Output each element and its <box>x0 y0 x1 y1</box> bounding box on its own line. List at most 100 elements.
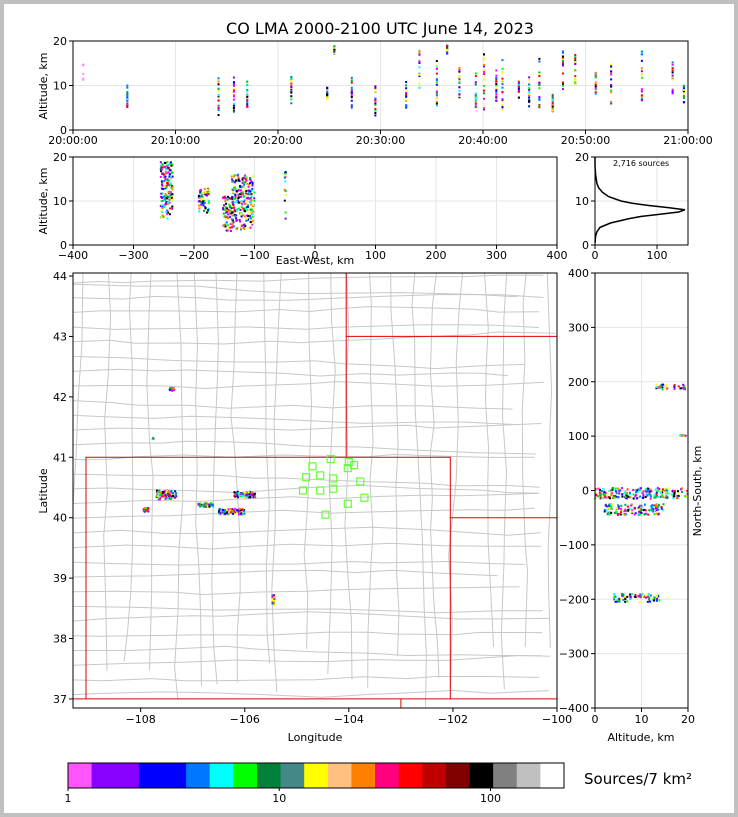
ew-altitude-source <box>161 183 164 186</box>
altitude-ns-source <box>603 494 606 497</box>
plan-view-source <box>250 495 253 498</box>
altitude-histogram-panel: 2,716 sources 0 100 0 10 20 <box>575 151 689 262</box>
altitude-ns-source <box>624 600 627 603</box>
time-altitude-xtick-label: 20:20:00 <box>253 134 302 147</box>
time-altitude-source <box>350 96 353 99</box>
time-altitude-flash <box>126 84 129 109</box>
time-altitude-source <box>483 63 486 66</box>
time-altitude-source <box>594 81 597 84</box>
ew-altitude-source <box>243 227 246 230</box>
ew-altitude-source <box>226 211 229 214</box>
plan-view-axes-frame <box>72 272 558 709</box>
altitude-ns-source <box>609 505 612 508</box>
plan-view-source <box>237 509 240 512</box>
ew-altitude-source <box>234 188 237 191</box>
ew-altitude-source <box>165 171 168 174</box>
time-altitude-source <box>126 86 129 89</box>
county-border <box>411 273 427 707</box>
ew-altitude-source <box>169 176 172 179</box>
plan-view-source <box>229 507 232 510</box>
altitude-ns-source <box>602 497 605 500</box>
ew-altitude-source <box>160 216 163 219</box>
ew-altitude-xtick-label: −200 <box>179 249 209 262</box>
altitude-ns-source <box>615 490 618 493</box>
plan-view-source-patch <box>142 507 150 513</box>
ew-altitude-source <box>170 194 173 197</box>
time-altitude-source <box>538 71 541 74</box>
altitude-ns-source <box>615 509 618 512</box>
plan-view-panel: −108 −106 −104 −102 −100 37 38 39 40 41 42 43 44 Lat… <box>37 270 572 744</box>
altitude-ns-source <box>651 504 654 507</box>
lma-station <box>302 473 311 482</box>
altitude-ns-source <box>625 492 628 495</box>
ew-altitude-source <box>206 199 209 202</box>
time-altitude-source <box>483 92 486 95</box>
altitude-ns-source <box>639 593 642 596</box>
ew-altitude-source <box>202 192 205 195</box>
time-altitude-source <box>350 79 353 82</box>
ew-altitude-source <box>231 201 234 204</box>
time-altitude-source <box>561 72 564 75</box>
altitude-ns-source <box>666 487 669 490</box>
time-altitude-source <box>333 50 336 53</box>
ew-altitude-source <box>161 205 164 208</box>
plan-view-source <box>236 490 239 493</box>
plan-view-source <box>219 513 222 516</box>
time-altitude-source <box>474 72 477 75</box>
time-altitude-source <box>333 46 336 49</box>
plan-view-source <box>147 510 150 513</box>
altitude-ns-source <box>626 505 629 508</box>
plan-view-source <box>244 494 247 497</box>
altitude-ns-source <box>655 599 658 602</box>
time-altitude-source <box>333 52 336 55</box>
plan-view-source <box>143 507 146 510</box>
time-altitude-source <box>574 83 577 86</box>
time-altitude-source <box>671 63 674 66</box>
time-altitude-flash <box>574 53 577 86</box>
time-altitude-source <box>682 89 685 92</box>
altitude-ns-source <box>650 490 653 493</box>
ew-altitude-source <box>170 162 173 165</box>
time-altitude-source <box>232 107 235 110</box>
ew-altitude-source <box>245 197 248 200</box>
ew-altitude-source <box>165 186 168 189</box>
altitude-ns-source <box>686 496 689 499</box>
altitude-ns-source <box>628 491 631 494</box>
plan-view-source <box>218 513 221 516</box>
plan-view-source <box>158 497 161 500</box>
time-altitude-source <box>517 90 520 93</box>
ew-altitude-source <box>239 212 242 215</box>
lma-station <box>356 477 365 486</box>
altitude-ns-source <box>649 494 652 497</box>
time-altitude-source <box>458 93 461 96</box>
plan-view-source <box>171 492 174 495</box>
plan-view-source <box>242 493 245 496</box>
time-altitude-source <box>350 91 353 94</box>
time-altitude-source <box>671 88 674 91</box>
plan-view-xtick-label: −100 <box>542 713 572 726</box>
altitude-ns-source <box>635 494 638 497</box>
ew-altitude-source <box>240 224 243 227</box>
county-border <box>73 569 498 578</box>
ew-altitude-source <box>240 215 243 218</box>
altitude-ns-source <box>656 511 659 514</box>
ew-altitude-source <box>167 171 170 174</box>
time-altitude-source <box>561 84 564 87</box>
ew-altitude-source <box>243 207 246 210</box>
ew-altitude-source <box>226 207 229 210</box>
time-altitude-source <box>483 106 486 109</box>
ew-altitude-source <box>233 201 236 204</box>
ew-altitude-source <box>162 167 165 170</box>
time-altitude-source <box>350 95 353 98</box>
altitude-ns-source <box>600 493 603 496</box>
time-altitude-source <box>610 70 613 73</box>
plan-view-source-patch <box>151 437 155 441</box>
time-altitude-source <box>446 47 449 50</box>
plan-view-ylabel: Latitude <box>37 468 50 514</box>
time-altitude-source <box>501 104 504 107</box>
altitude-ns-source <box>677 494 680 497</box>
ew-altitude-source <box>248 227 251 230</box>
ew-altitude-source <box>233 188 236 191</box>
county-border <box>73 542 541 550</box>
ew-altitude-source <box>235 190 238 193</box>
